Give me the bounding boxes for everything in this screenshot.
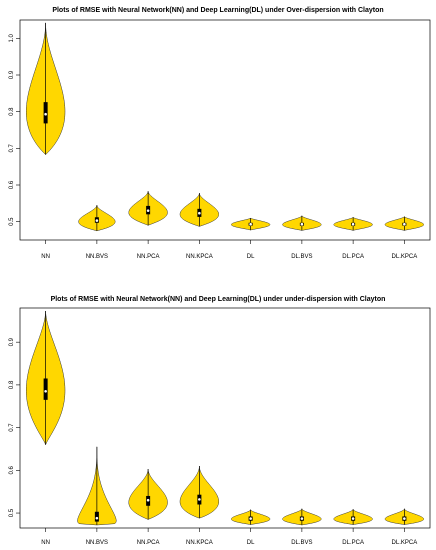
median-dot-dl-bvs	[300, 517, 304, 520]
median-dot-dl-bvs	[300, 222, 304, 226]
median-dot-dl	[249, 222, 252, 226]
x-tick-label: NN.PCA	[137, 254, 160, 260]
median-dot-nn-kpca	[198, 498, 201, 501]
median-dot-nn-bvs	[95, 516, 99, 520]
y-tick-label: 0.9	[9, 337, 15, 346]
y-tick-label: 0.7	[9, 423, 15, 432]
x-tick-label: DL.BVS	[291, 254, 312, 260]
y-tick-label: 0.8	[9, 380, 15, 389]
y-tick-label: 0.9	[9, 70, 15, 79]
y-tick-label: 0.8	[9, 107, 15, 116]
y-tick-label: 0.6	[9, 180, 15, 189]
median-dot-nn-pca	[146, 498, 150, 502]
x-tick-label: DL	[247, 540, 255, 546]
panel-over-dispersion: Plots of RMSE with Neural Network(NN) an…	[9, 7, 431, 260]
x-tick-label: DL.PCA	[342, 540, 364, 546]
violins	[25, 22, 425, 232]
x-axis: NN NN.BVS NN.PCA NN.KPCA DL DL.BVS DL.PCA DL.KP…	[41, 528, 417, 546]
plot-frame	[19, 307, 431, 529]
median-dot-nn	[44, 112, 47, 116]
x-tick-label: DL.KPCA	[392, 254, 418, 260]
x-tick-label: NN	[41, 254, 50, 260]
y-tick-label: 0.6	[9, 465, 15, 474]
x-tick-label: NN.BVS	[86, 540, 108, 546]
median-dot-dl	[249, 517, 252, 520]
iqr-box-nn	[43, 378, 48, 400]
x-tick-label: NN.KPCA	[186, 254, 213, 260]
x-tick-label: DL.PCA	[342, 254, 364, 260]
y-tick-label: 0.5	[9, 217, 15, 226]
panel-under-dispersion: Plots of RMSE with Neural Network(NN) an…	[9, 296, 431, 546]
median-dot-dl-pca	[351, 517, 355, 520]
x-axis: NN NN.BVS NN.PCA NN.KPCA DL DL.BVS DL.PCA DL.KP…	[41, 240, 417, 260]
median-dot-nn-bvs	[95, 219, 99, 222]
chart-title: Plots of RMSE with Neural Network(NN) an…	[52, 7, 383, 14]
y-tick-label: 0.5	[9, 508, 15, 517]
plot-frame	[19, 19, 431, 241]
y-tick-label: 1.0	[9, 34, 15, 43]
x-tick-label: NN.KPCA	[186, 540, 213, 546]
y-axis: 0.5 0.6 0.7 0.8 0.9 1.0	[9, 34, 20, 226]
x-tick-label: DL.BVS	[291, 540, 312, 546]
violins	[25, 310, 425, 526]
median-dot-dl-kpca	[403, 517, 406, 520]
x-tick-label: NN.BVS	[86, 254, 108, 260]
iqr-box-nn-bvs	[94, 511, 99, 522]
x-tick-label: NN.PCA	[137, 540, 160, 546]
median-dot-dl-kpca	[403, 222, 406, 226]
chart-title: Plots of RMSE with Neural Network(NN) an…	[51, 296, 386, 303]
median-dot-nn-kpca	[198, 211, 201, 215]
y-tick-label: 0.7	[9, 144, 15, 153]
x-tick-label: DL.KPCA	[392, 540, 418, 546]
median-dot-nn	[44, 390, 47, 393]
iqr-box-nn	[43, 102, 48, 124]
median-dot-dl-pca	[351, 222, 355, 226]
x-tick-label: NN	[41, 540, 50, 546]
median-dot-nn-pca	[146, 209, 150, 212]
x-tick-label: DL	[247, 254, 255, 260]
y-axis: 0.5 0.6 0.7 0.8 0.9	[9, 337, 20, 517]
